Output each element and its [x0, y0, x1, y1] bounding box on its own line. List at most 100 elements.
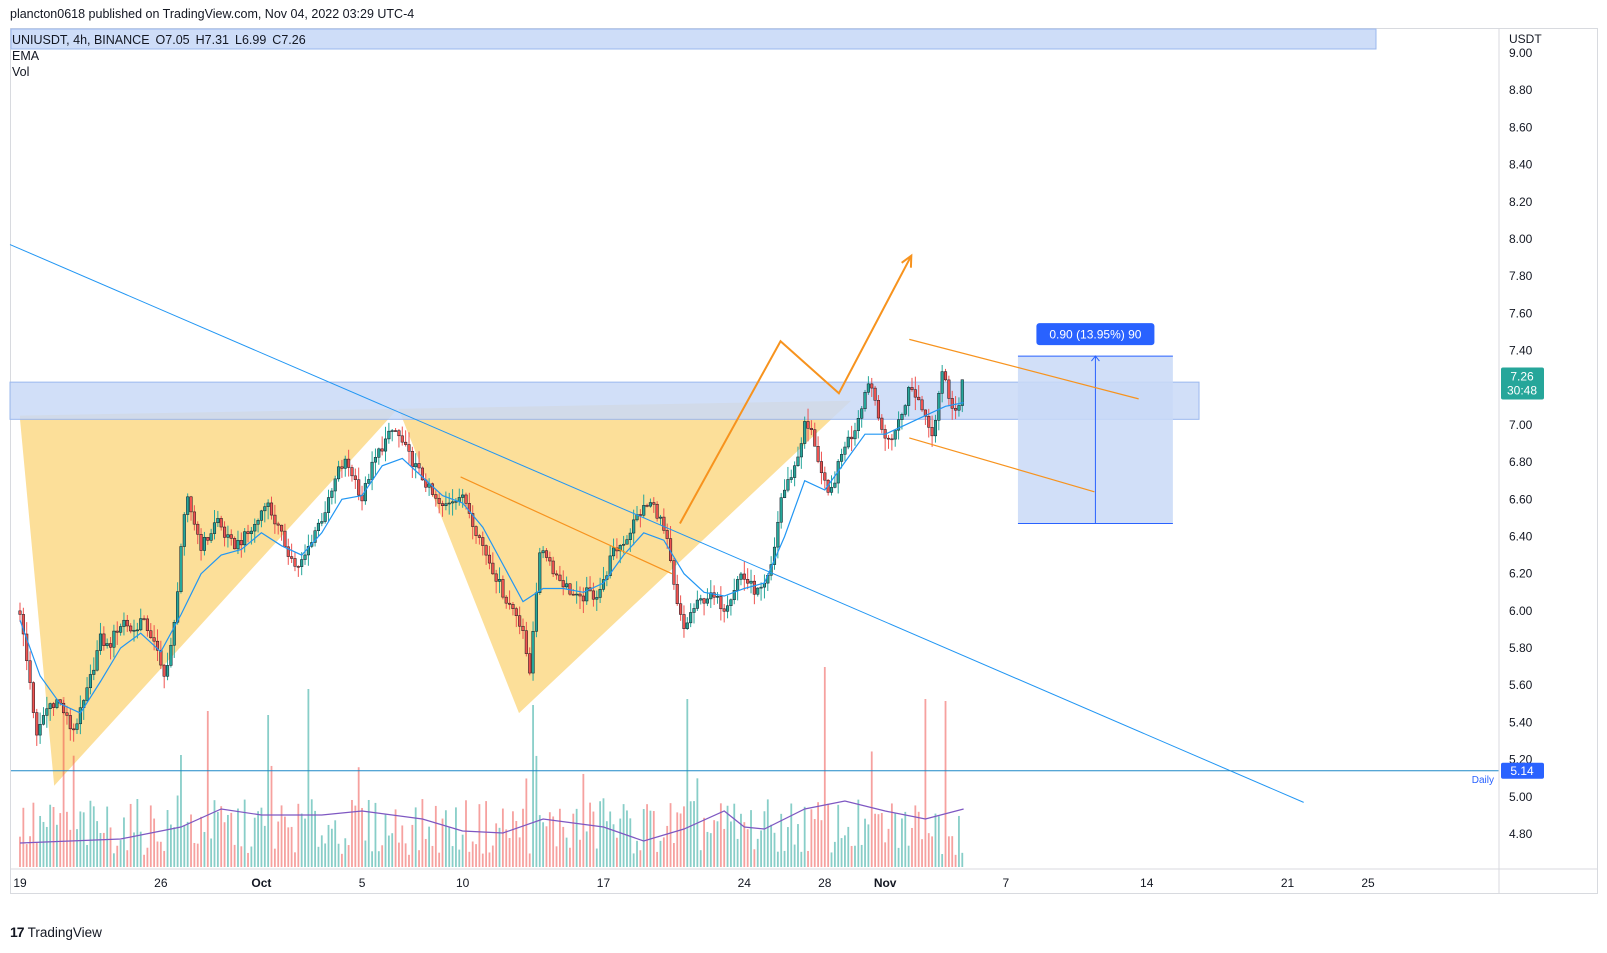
descending-trendline: [9, 244, 1304, 803]
candle-body: [752, 580, 756, 595]
legend-indicator-ema[interactable]: EMA: [12, 49, 40, 63]
candle-body: [843, 446, 847, 455]
legend-ohlc-close: C7.26: [272, 33, 306, 47]
volume-bar: [545, 826, 548, 867]
candle-body: [400, 435, 404, 443]
candle-body: [112, 630, 116, 648]
legend-indicator-vol[interactable]: Vol: [12, 65, 30, 79]
candle-body: [209, 533, 213, 541]
candle-body: [65, 712, 69, 716]
volume-bar: [143, 854, 145, 867]
candle-body: [430, 483, 435, 495]
volume-bar: [719, 803, 722, 867]
footer-brand[interactable]: 17 TradingView: [10, 924, 102, 940]
candle-body: [316, 522, 320, 531]
candle-body: [497, 579, 502, 582]
candle-body: [675, 584, 679, 604]
candle-body: [930, 427, 934, 437]
candle-body: [283, 530, 287, 548]
volume-bar: [766, 799, 769, 867]
volume-bar: [673, 843, 675, 867]
volume-bar: [223, 822, 226, 867]
candle-body: [72, 728, 76, 731]
volume-bar: [860, 844, 863, 867]
volume-bar: [153, 818, 156, 867]
volume-bar: [820, 820, 823, 867]
volume-bar: [840, 838, 843, 867]
candle-body: [88, 674, 92, 689]
volume-bar: [585, 831, 588, 867]
volume-bar: [833, 841, 836, 867]
y-tick-label: 5.80: [1509, 641, 1533, 655]
volume-bar: [243, 799, 246, 867]
x-tick-label: 7: [1003, 876, 1010, 890]
candle-body: [910, 387, 914, 390]
volume-bar: [414, 807, 417, 867]
candle-body: [618, 545, 622, 552]
volume-bar: [904, 811, 907, 867]
volume-bar: [639, 850, 642, 867]
volume-bar: [723, 828, 726, 867]
y-tick-label: 7.80: [1509, 269, 1533, 283]
volume-bar: [139, 831, 142, 867]
volume-bar: [364, 840, 367, 867]
candle-body: [367, 479, 371, 484]
volume-bar: [163, 850, 166, 867]
candle-body: [404, 441, 408, 445]
volume-bar: [602, 798, 605, 867]
candle-body: [672, 560, 676, 585]
candle-body: [504, 596, 508, 604]
candle-body: [394, 430, 398, 432]
volume-bar: [227, 814, 229, 867]
volume-bar: [76, 829, 78, 867]
candle-body: [286, 546, 290, 557]
legend-symbol-row[interactable]: UNIUSDT, 4h, BINANCE O7.05 H7.31 L6.99 C…: [12, 32, 1412, 48]
x-tick-label: 25: [1361, 876, 1375, 890]
candle-body: [893, 429, 897, 440]
candle-body: [715, 596, 720, 598]
candle-body: [870, 383, 874, 389]
y-tick-label: 8.80: [1509, 83, 1533, 97]
axes-layer: 9.008.808.608.408.208.007.807.607.407.20…: [11, 29, 1598, 893]
y-tick-label: 6.20: [1509, 567, 1533, 581]
candle-body: [62, 702, 66, 714]
candle-body: [390, 430, 394, 432]
volume-bar: [408, 854, 410, 867]
candle-body: [719, 596, 723, 610]
volume-bar: [646, 804, 648, 867]
volume-bar: [428, 826, 431, 867]
candle-body: [846, 436, 850, 448]
y-tick-label: 8.60: [1509, 120, 1533, 134]
candle-body: [853, 430, 857, 440]
candle-body: [712, 592, 716, 598]
volume-bar: [907, 845, 910, 867]
volume-ma-line: [19, 800, 964, 844]
volume-bar: [156, 841, 159, 867]
volume-bar: [478, 804, 481, 867]
candle-body: [223, 526, 227, 538]
candle-body: [776, 521, 780, 548]
volume-bar: [176, 795, 179, 867]
candle-body: [679, 603, 683, 615]
candle-body: [933, 420, 938, 437]
volume-bar: [260, 807, 263, 867]
volume-bar: [284, 816, 286, 867]
candle-body: [927, 416, 931, 428]
candle-body: [85, 687, 89, 701]
candle-body: [249, 530, 253, 534]
candle-body: [595, 597, 599, 600]
candle-body: [337, 466, 341, 480]
projection-arrowhead-icon: [901, 253, 913, 268]
resistance-zone: [9, 381, 1200, 420]
volume-bar: [59, 813, 62, 867]
y-tick-label: 5.40: [1509, 715, 1533, 729]
volume-bar: [290, 826, 293, 867]
x-tick-label: Nov: [874, 876, 897, 890]
volume-bar: [314, 810, 316, 867]
candle-body: [548, 557, 552, 562]
legend-highlight: [10, 28, 1377, 50]
candle-body: [189, 496, 193, 513]
volume-bar: [39, 815, 42, 867]
candle-body: [373, 457, 378, 463]
